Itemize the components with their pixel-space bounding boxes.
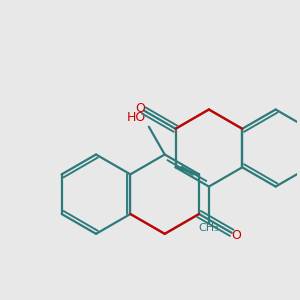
Text: CH₃: CH₃ — [199, 223, 219, 233]
Text: HO: HO — [127, 111, 146, 124]
Text: O: O — [135, 102, 145, 115]
Text: O: O — [231, 229, 241, 242]
